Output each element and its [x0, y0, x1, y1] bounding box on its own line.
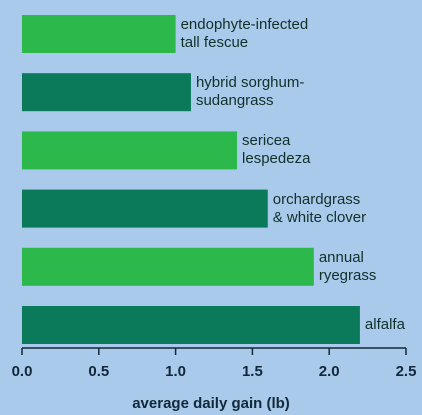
bar: [22, 131, 238, 170]
bar: [22, 189, 268, 228]
x-tick-label: 0.0: [12, 363, 33, 380]
x-tick-label: 2.5: [396, 363, 417, 380]
bar: [22, 247, 314, 286]
bar: [22, 306, 360, 344]
bar-label: hybrid sorghum- sudangrass: [195, 74, 305, 110]
x-tick-label: 1.5: [242, 363, 263, 380]
bar-label: orchardgrass & white clover: [272, 190, 367, 226]
x-tick-label: 0.5: [88, 363, 109, 380]
x-axis-title: average daily gain (lb): [132, 395, 290, 412]
x-tick-label: 1.0: [165, 363, 186, 380]
bar-label: alfalfa: [364, 316, 405, 333]
bar-label: annual ryegrass: [318, 248, 377, 284]
bar: [22, 73, 191, 112]
bar-label: sericea lespedeza: [242, 132, 311, 168]
bar: [22, 15, 176, 53]
x-tick-label: 2.0: [319, 363, 340, 380]
bar-label: endophyte-infected tall fescue: [180, 16, 309, 51]
